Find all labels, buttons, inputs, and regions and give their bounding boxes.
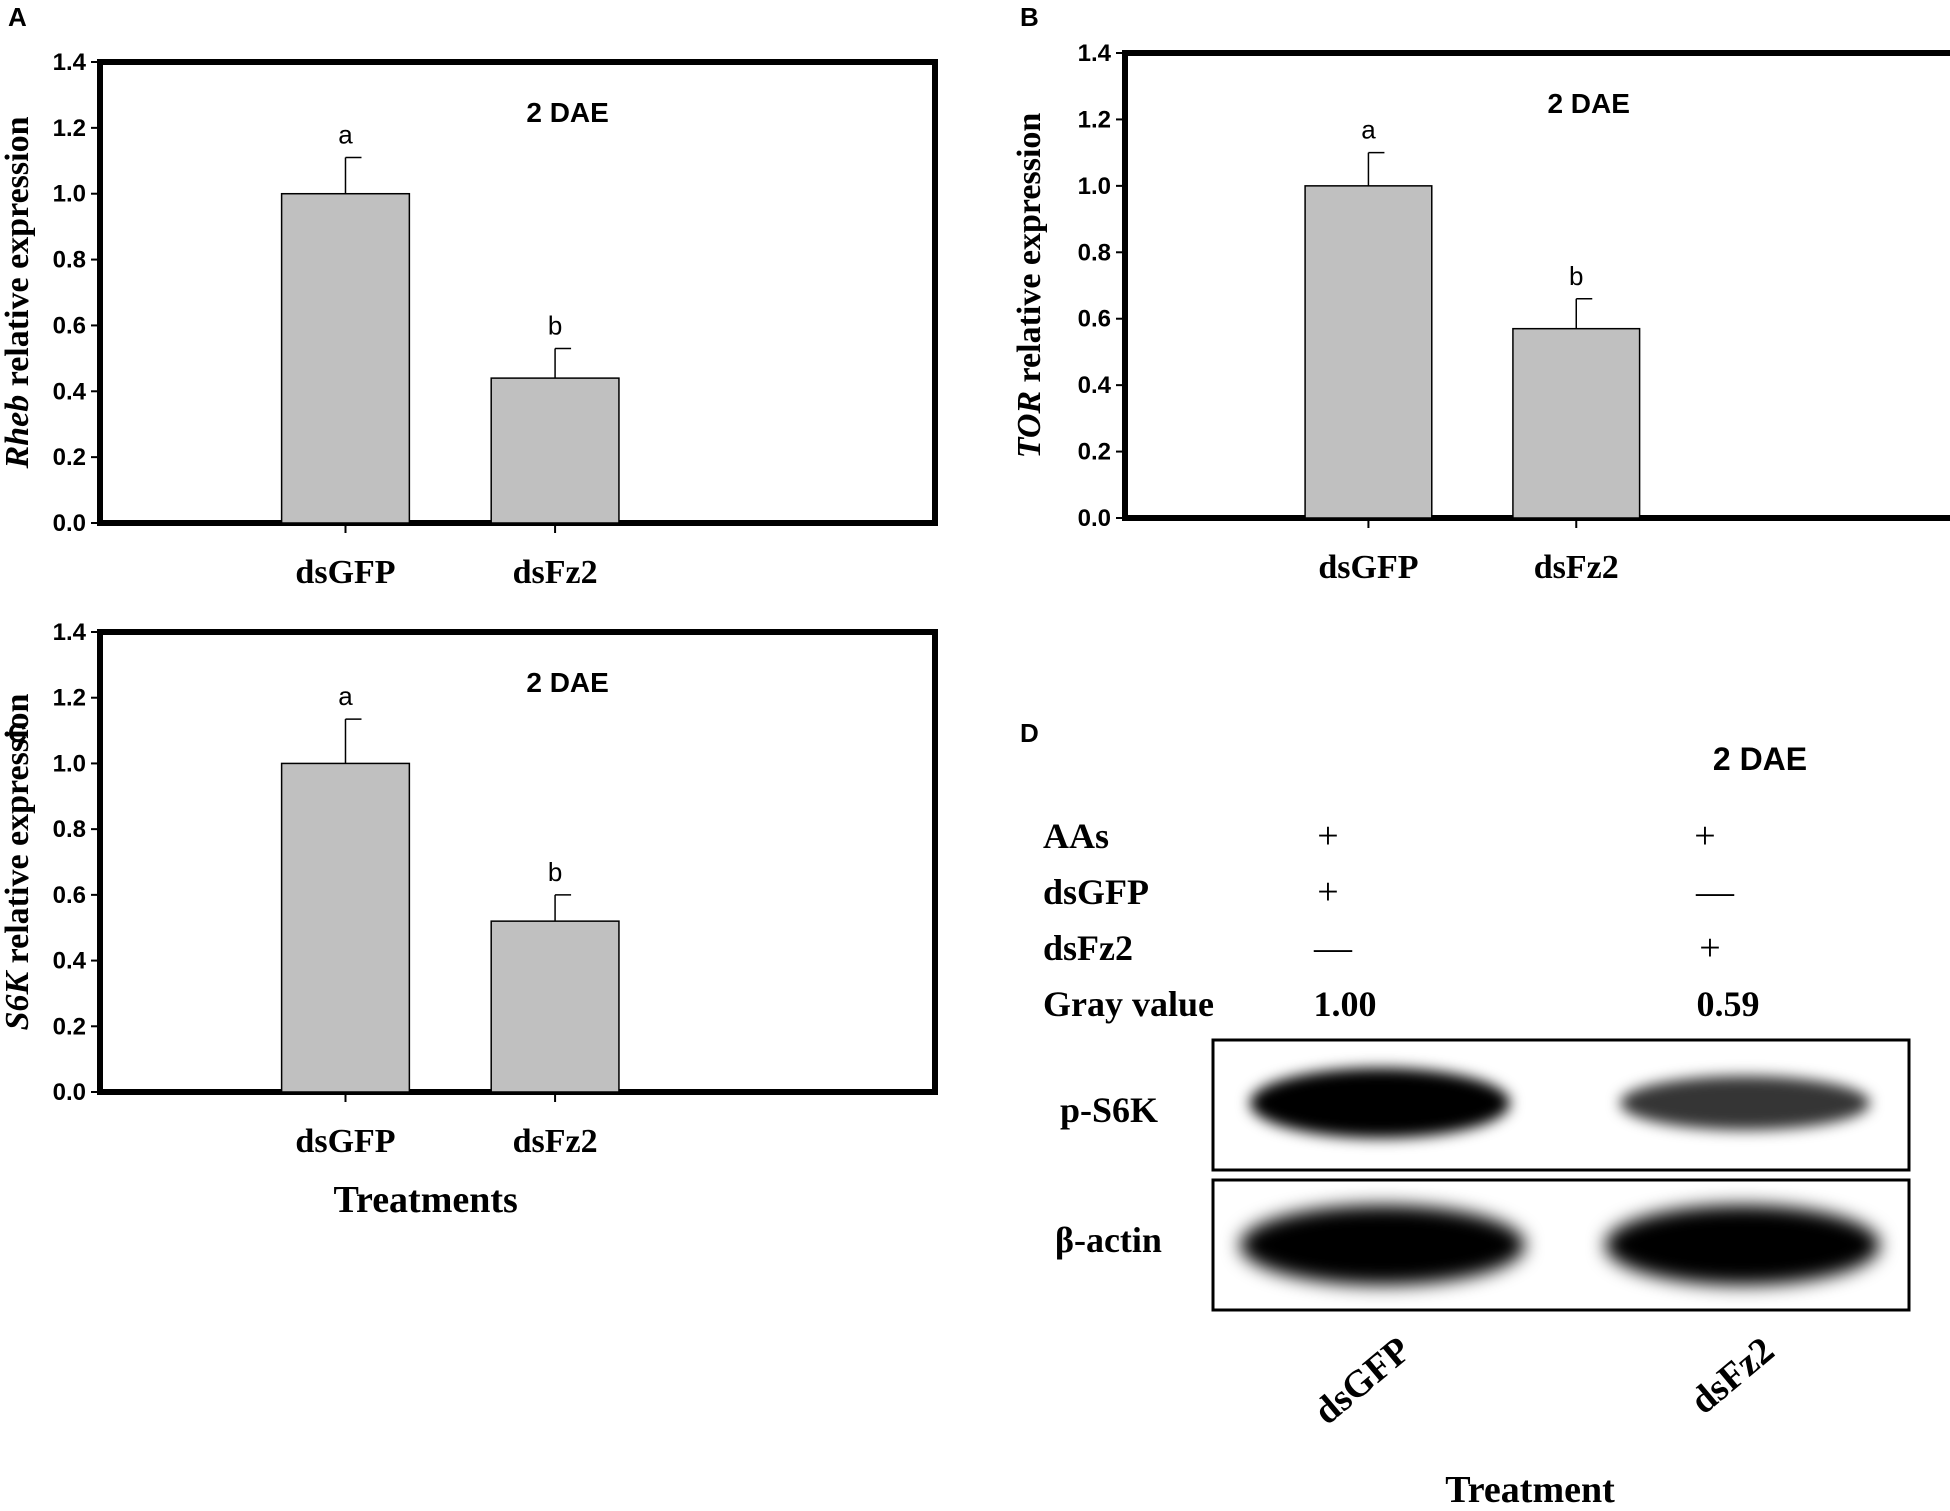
y-axis-label: TOR relative expression (1011, 113, 1048, 459)
band-row-beta-actin (1240, 1205, 1880, 1285)
gray-value-lane2: 0.59 (1697, 984, 1760, 1024)
condition-row-dsfz2: dsFz2 — + (1043, 927, 1721, 969)
band-label-beta-actin: β-actin (1055, 1220, 1162, 1260)
gray-value-row: Gray value 1.00 0.59 (1043, 984, 1760, 1024)
y-tick-label: 0.0 (1078, 505, 1111, 532)
y-tick-label: 1.4 (53, 49, 87, 76)
y-tick-label: 0.0 (53, 510, 86, 537)
y-tick-label: 0.6 (53, 882, 86, 909)
significance-letter: a (1361, 115, 1376, 145)
condition-lane2-sign: + (1699, 927, 1720, 969)
y-axis-label: S6K relative expression (0, 693, 36, 1030)
x-tick-label: dsGFP (295, 554, 395, 591)
condition-row-dsgfp: dsGFP + — (1043, 871, 1735, 913)
blot-annotation: 2 DAE (1713, 741, 1807, 777)
condition-label: dsGFP (1043, 872, 1149, 912)
panel-label-a: A (8, 2, 27, 32)
bar (280, 192, 411, 524)
y-tick-label: 1.2 (53, 685, 86, 712)
significance-letter: b (548, 857, 562, 887)
blot-band (1620, 1075, 1870, 1131)
condition-lane1-sign: + (1317, 871, 1338, 913)
y-tick-label: 0.6 (53, 312, 86, 339)
y-tick-label: 1.0 (53, 181, 86, 208)
significance-letter: a (338, 681, 353, 711)
annotation-label: 2 DAE (526, 667, 608, 698)
y-tick-label: 0.0 (53, 1079, 86, 1106)
y-tick-label: 0.8 (1078, 239, 1111, 266)
y-tick-label: 1.4 (1078, 40, 1112, 67)
x-axis-label: Treatments (333, 1179, 517, 1221)
bar (1512, 327, 1641, 519)
y-axis-label: Rheb relative expression (0, 116, 36, 469)
y-tick-label: 1.2 (53, 115, 86, 142)
y-tick-label: 1.0 (53, 750, 86, 777)
panel-c-chart: C 0.0 0.2 0.4 0.6 0.8 1.0 1.2 1.4 S6K relative e… (0, 619, 938, 1221)
condition-lane2-sign: + (1694, 815, 1715, 857)
lane-label-dsgfp: dsGFP (1306, 1329, 1419, 1433)
band-label-p-s6k: p-S6K (1060, 1090, 1158, 1130)
y-axis-gene: TOR (1011, 391, 1048, 458)
y-tick-label: 0.2 (1078, 439, 1111, 466)
bar (490, 377, 620, 524)
x-tick-label: dsFz2 (513, 1123, 598, 1160)
x-tick-label: dsFz2 (513, 554, 598, 591)
panel-label-c: C (8, 718, 27, 748)
significance-letter: b (1569, 261, 1583, 291)
gray-value-label: Gray value (1043, 984, 1214, 1024)
y-tick-label: 0.4 (53, 948, 87, 975)
y-tick-label: 0.4 (1078, 372, 1112, 399)
annotation-label: 2 DAE (1547, 88, 1629, 119)
panel-b-chart: B 0.0 0.2 0.4 0.6 0.8 1.0 1.2 1.4 TOR relative e… (1011, 2, 1950, 586)
y-axis-suffix: relative expression (1011, 113, 1048, 391)
condition-row-aas: AAs + + (1043, 815, 1716, 857)
y-axis-suffix: relative expression (0, 116, 36, 394)
significance-letter: b (548, 310, 562, 340)
y-tick-label: 1.2 (1078, 106, 1111, 133)
y-tick-label: 0.8 (53, 247, 86, 274)
panel-a-chart: A 0.0 0.2 0.4 0.6 0.8 1.0 1.2 1.4 Rheb relative … (0, 2, 938, 591)
condition-lane2-sign: — (1695, 871, 1735, 913)
y-tick-label: 0.4 (53, 378, 87, 405)
y-tick-label: 0.6 (1078, 306, 1111, 333)
blot-band (1250, 1068, 1510, 1138)
x-tick-label: dsGFP (295, 1123, 395, 1160)
band-row-p-s6k (1250, 1068, 1870, 1138)
panel-d-blot: D 2 DAE AAs + + dsGFP + — dsFz2 — + Gray… (1020, 718, 1911, 1511)
bar (1304, 185, 1433, 519)
y-axis-gene: S6K (0, 970, 36, 1031)
x-tick-label: dsFz2 (1534, 549, 1619, 586)
condition-label: AAs (1043, 816, 1109, 856)
bar (280, 762, 411, 1093)
condition-label: dsFz2 (1043, 928, 1133, 968)
y-tick-label: 0.8 (53, 816, 86, 843)
annotation-label: 2 DAE (526, 97, 608, 128)
condition-lane1-sign: + (1317, 815, 1338, 857)
panel-label-d: D (1020, 718, 1039, 748)
gray-value-lane1: 1.00 (1314, 984, 1377, 1024)
blot-x-label: Treatment (1445, 1469, 1615, 1511)
lane-label-dsfz2: dsFz2 (1682, 1329, 1782, 1422)
y-tick-label: 1.4 (53, 619, 87, 646)
significance-letter: a (338, 119, 353, 149)
condition-lane1-sign: — (1313, 927, 1353, 969)
blot-band (1605, 1205, 1880, 1285)
y-tick-label: 0.2 (53, 1013, 86, 1040)
y-tick-label: 1.0 (1078, 173, 1111, 200)
y-tick-label: 0.2 (53, 444, 86, 471)
bar (490, 920, 620, 1093)
y-axis-suffix: relative expression (0, 693, 36, 971)
panel-label-b: B (1020, 2, 1039, 32)
blot-band (1240, 1205, 1525, 1285)
y-axis-gene: Rheb (0, 395, 36, 470)
x-tick-label: dsGFP (1318, 549, 1418, 586)
